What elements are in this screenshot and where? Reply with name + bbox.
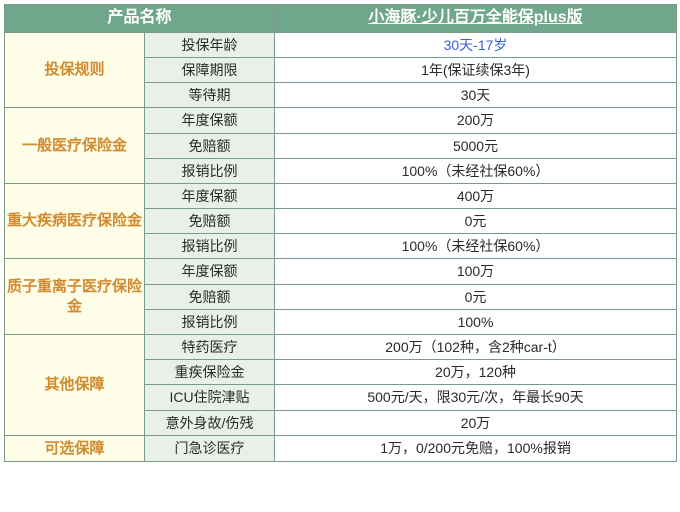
value-cell: 20万 (275, 410, 677, 435)
label-cell: 等待期 (145, 83, 275, 108)
value-cell: 200万 (275, 108, 677, 133)
label-cell: 报销比例 (145, 309, 275, 334)
value-cell: 0元 (275, 209, 677, 234)
header-product-value: 小海豚·少儿百万全能保plus版 (275, 5, 677, 33)
value-cell: 200万（102种，含2种car-t） (275, 335, 677, 360)
label-cell: 保障期限 (145, 57, 275, 82)
value-cell: 400万 (275, 183, 677, 208)
value-cell: 1万，0/200元免赔，100%报销 (275, 435, 677, 462)
value-cell: 30天 (275, 83, 677, 108)
label-cell: 免赔额 (145, 209, 275, 234)
label-cell: 特药医疗 (145, 335, 275, 360)
label-cell: 报销比例 (145, 234, 275, 259)
label-cell: 免赔额 (145, 133, 275, 158)
label-cell: 年度保额 (145, 259, 275, 284)
category-cell: 重大疾病医疗保险金 (5, 183, 145, 259)
category-cell: 一般医疗保险金 (5, 108, 145, 184)
label-cell: ICU住院津贴 (145, 385, 275, 410)
value-cell: 500元/天，限30元/次，年最长90天 (275, 385, 677, 410)
label-cell: 报销比例 (145, 158, 275, 183)
category-cell: 质子重离子医疗保险金 (5, 259, 145, 335)
value-cell: 100% (275, 309, 677, 334)
header-product-name: 产品名称 (5, 5, 275, 33)
label-cell: 门急诊医疗 (145, 435, 275, 462)
value-cell: 100万 (275, 259, 677, 284)
value-cell: 100%（未经社保60%） (275, 234, 677, 259)
value-cell: 1年(保证续保3年) (275, 57, 677, 82)
category-cell: 可选保障 (5, 435, 145, 462)
value-cell: 5000元 (275, 133, 677, 158)
value-cell: 20万，120种 (275, 360, 677, 385)
label-cell: 免赔额 (145, 284, 275, 309)
label-cell: 重疾保险金 (145, 360, 275, 385)
label-cell: 年度保额 (145, 183, 275, 208)
label-cell: 意外身故/伤残 (145, 410, 275, 435)
insurance-product-table: 产品名称小海豚·少儿百万全能保plus版投保规则投保年龄30天-17岁保障期限1… (4, 4, 677, 462)
value-cell: 0元 (275, 284, 677, 309)
category-cell: 投保规则 (5, 32, 145, 108)
category-cell: 其他保障 (5, 335, 145, 436)
value-cell: 100%（未经社保60%） (275, 158, 677, 183)
value-cell: 30天-17岁 (275, 32, 677, 57)
label-cell: 投保年龄 (145, 32, 275, 57)
label-cell: 年度保额 (145, 108, 275, 133)
